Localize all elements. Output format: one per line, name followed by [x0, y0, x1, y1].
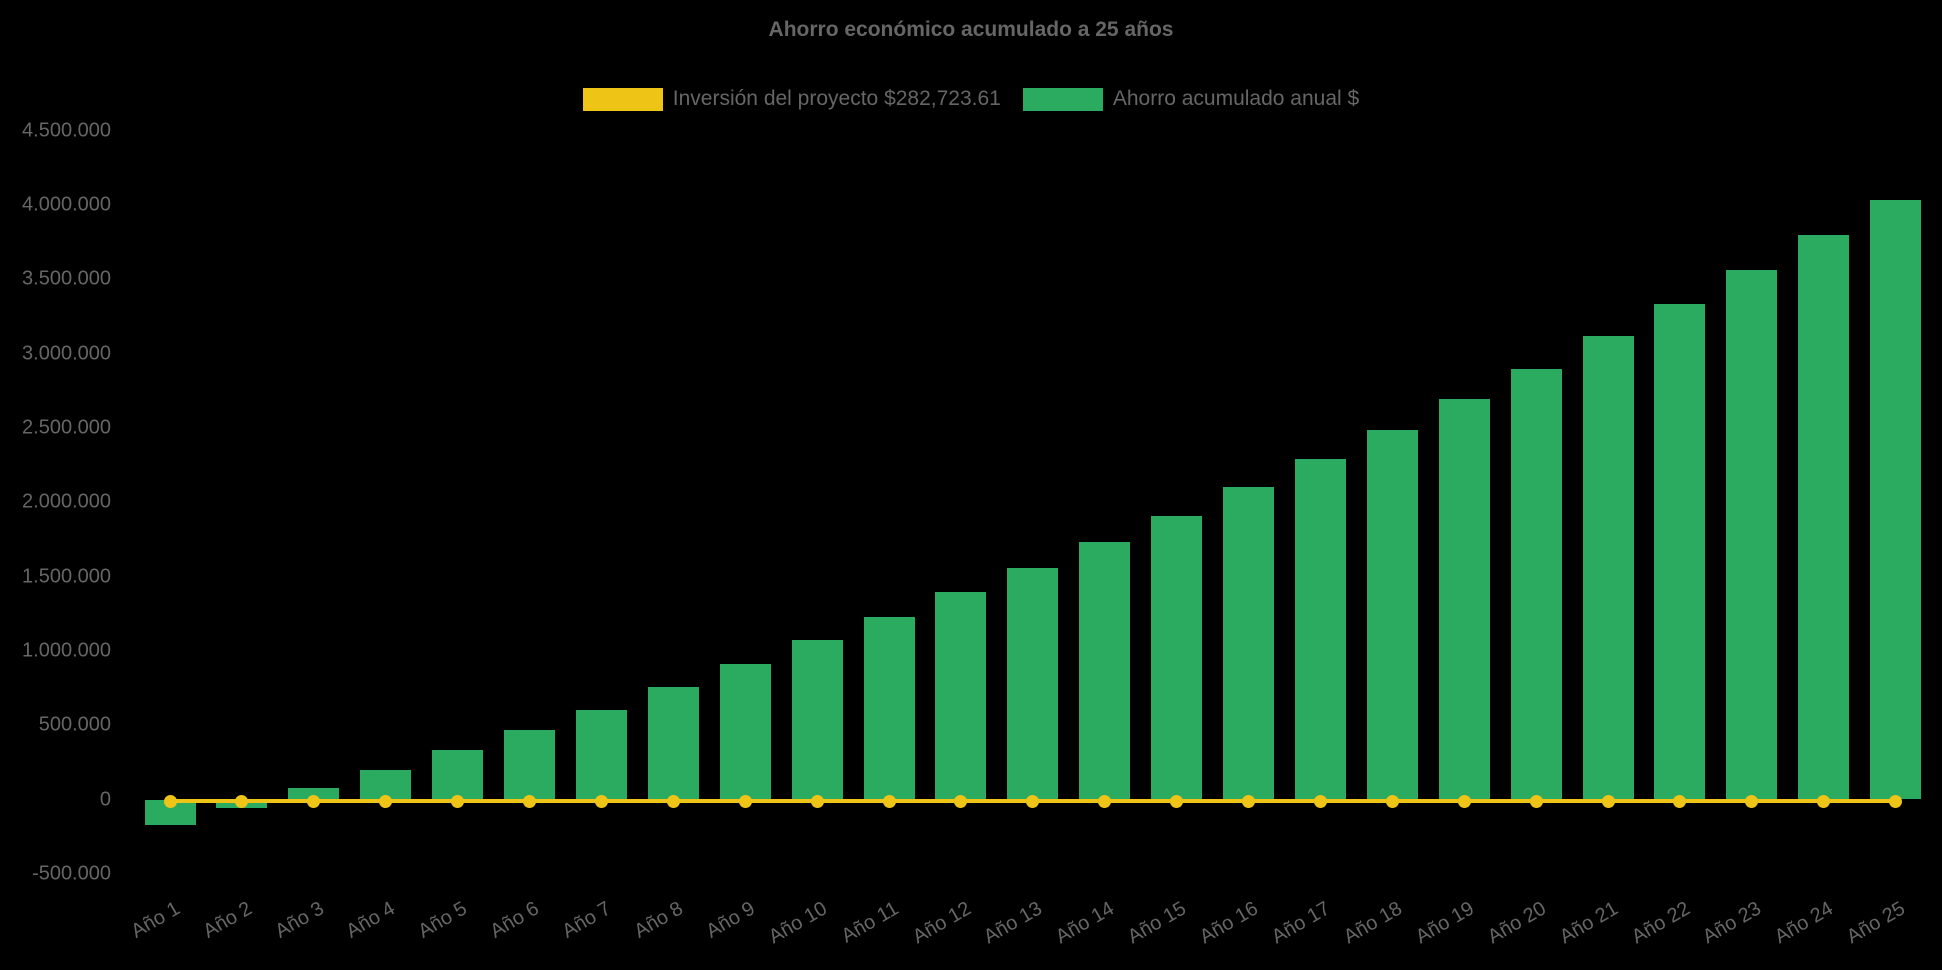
investment-line-point-año-23	[1745, 794, 1759, 808]
x-tick-año-4: Año 4	[342, 897, 400, 943]
y-tick-3.000.000: 3.000.000	[22, 342, 111, 365]
y-tick-500.000: 500.000	[38, 713, 111, 736]
investment-line-point-año-8	[666, 794, 680, 808]
legend-swatch-inversion	[582, 87, 663, 111]
x-tick-año-23: Año 23	[1699, 897, 1766, 949]
investment-line-point-año-16	[1242, 794, 1255, 808]
x-tick-año-22: Año 22	[1627, 897, 1694, 949]
legend-swatch-ahorro	[1022, 87, 1103, 111]
bar-año-21	[1582, 335, 1634, 800]
y-tick-2.500.000: 2.500.000	[22, 416, 111, 439]
legend: Inversión del proyecto $282,723.61 Ahorr…	[0, 87, 1942, 111]
x-tick-año-5: Año 5	[414, 897, 472, 943]
bar-año-10	[791, 640, 843, 800]
y-tick-2.000.000: 2.000.000	[22, 490, 111, 513]
x-tick-año-15: Año 15	[1124, 897, 1191, 949]
x-tick-año-7: Año 7	[558, 897, 615, 943]
x-tick-año-17: Año 17	[1268, 897, 1334, 949]
x-tick-año-12: Año 12	[908, 897, 975, 949]
investment-line-point-año-15	[1170, 794, 1184, 808]
bar-año-19	[1438, 398, 1490, 800]
bar-año-18	[1366, 430, 1418, 800]
y-tick--500.000: -500.000	[32, 862, 111, 885]
x-tick-año-19: Año 19	[1411, 897, 1478, 949]
legend-item-ahorro[interactable]: Ahorro acumulado anual $	[1022, 87, 1360, 111]
investment-line-point-año-4	[379, 794, 393, 808]
investment-line-point-año-17	[1313, 794, 1327, 808]
x-tick-año-25: Año 25	[1843, 897, 1910, 949]
x-tick-año-9: Año 9	[702, 897, 759, 943]
bar-año-8	[647, 686, 699, 800]
investment-line-point-año-14	[1098, 794, 1112, 808]
investment-line-point-año-18	[1385, 794, 1399, 808]
bar-año-23	[1726, 269, 1778, 800]
investment-line-point-año-22	[1673, 794, 1687, 808]
investment-line-point-año-24	[1817, 794, 1831, 808]
y-tick-1.500.000: 1.500.000	[22, 565, 111, 587]
x-tick-año-16: Año 16	[1196, 897, 1262, 949]
bar-año-15	[1151, 515, 1203, 800]
bar-año-22	[1654, 303, 1706, 800]
legend-label-inversion: Inversión del proyecto $282,723.61	[672, 87, 1001, 110]
investment-line-point-año-1	[163, 794, 177, 808]
x-tick-año-11: Año 11	[837, 897, 903, 948]
x-tick-año-18: Año 18	[1339, 897, 1406, 949]
bar-año-3	[288, 788, 340, 800]
x-tick-año-14: Año 14	[1052, 897, 1119, 949]
x-tick-año-3: Año 3	[271, 897, 328, 943]
bar-año-12	[935, 592, 987, 800]
bar-año-24	[1798, 234, 1850, 800]
chart-title: Ahorro económico acumulado a 25 años	[768, 18, 1174, 41]
investment-line-point-año-12	[954, 794, 968, 808]
x-tick-año-20: Año 20	[1483, 897, 1550, 949]
bar-año-6	[504, 730, 555, 800]
bar-año-25	[1870, 199, 1922, 800]
bar-año-16	[1223, 487, 1274, 800]
x-tick-año-13: Año 13	[980, 897, 1047, 949]
investment-line-point-año-19	[1457, 794, 1471, 808]
x-tick-año-1: Año 1	[127, 897, 184, 943]
investment-line-point-año-10	[810, 794, 824, 808]
investment-line-point-año-2	[235, 794, 249, 808]
bar-año-13	[1007, 567, 1059, 800]
investment-line-point-año-11	[882, 794, 896, 808]
bar-año-11	[863, 617, 915, 800]
bar-año-14	[1079, 541, 1131, 800]
y-tick-4.000.000: 4.000.000	[22, 193, 111, 216]
x-tick-año-2: Año 2	[199, 897, 256, 943]
bar-año-5	[432, 750, 484, 800]
investment-line-point-año-9	[738, 794, 752, 808]
y-tick-1.000.000: 1.000.000	[22, 639, 111, 662]
bar-año-9	[719, 664, 771, 800]
x-tick-año-21: Año 21	[1555, 897, 1622, 949]
x-tick-año-6: Año 6	[486, 897, 543, 943]
x-tick-año-8: Año 8	[630, 897, 687, 943]
investment-line-point-año-6	[523, 794, 536, 808]
investment-line-point-año-21	[1601, 794, 1615, 808]
bar-año-7	[575, 709, 627, 800]
x-tick-año-24: Año 24	[1771, 897, 1838, 949]
y-tick-0: 0	[99, 788, 111, 810]
investment-line-point-año-20	[1529, 794, 1543, 808]
legend-label-ahorro: Ahorro acumulado anual $	[1112, 87, 1360, 110]
bar-año-17	[1294, 459, 1346, 800]
legend-item-inversion[interactable]: Inversión del proyecto $282,723.61	[582, 87, 1001, 111]
x-tick-año-10: Año 10	[764, 897, 831, 949]
bar-año-20	[1510, 369, 1562, 800]
y-tick-3.500.000: 3.500.000	[22, 267, 111, 290]
investment-line-point-año-7	[594, 794, 608, 808]
investment-line-point-año-5	[451, 794, 465, 808]
y-tick-4.500.000: 4.500.000	[22, 119, 111, 142]
investment-line-point-año-13	[1026, 794, 1040, 808]
investment-line-point-año-25	[1889, 794, 1903, 808]
investment-line-point-año-3	[307, 794, 321, 808]
